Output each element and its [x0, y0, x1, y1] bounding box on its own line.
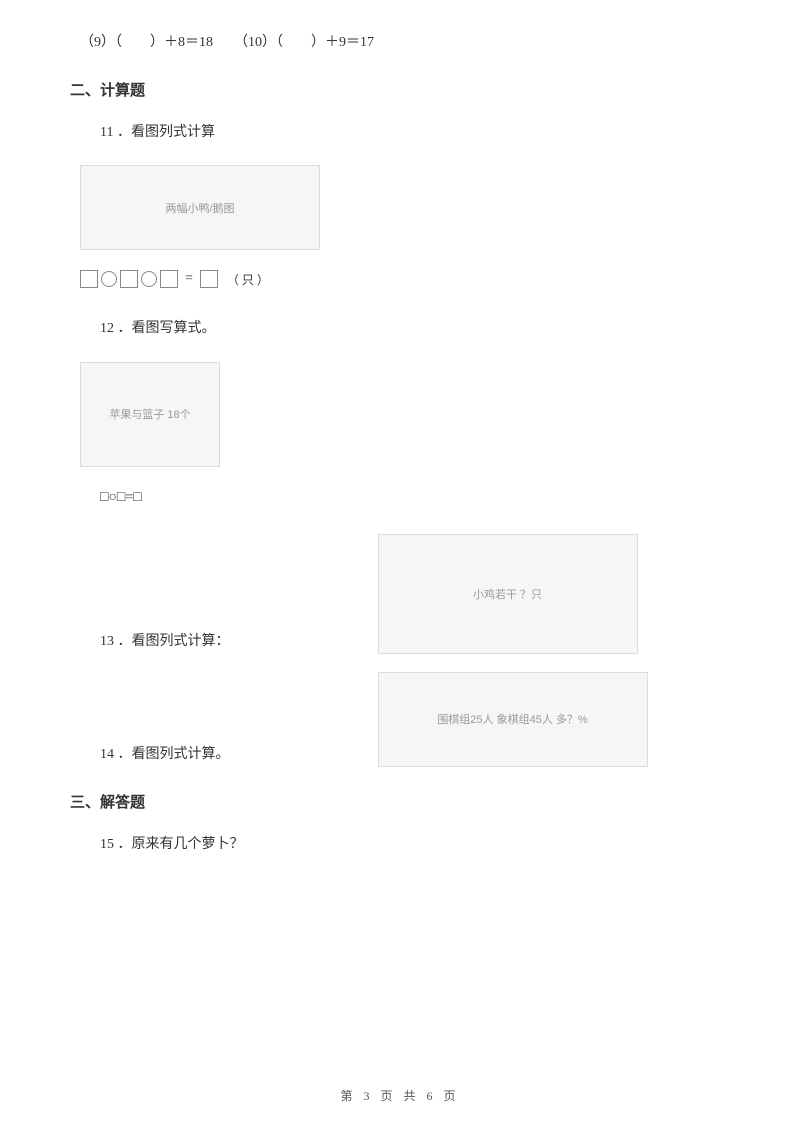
circle-icon — [141, 271, 157, 287]
box-icon — [200, 270, 218, 288]
box-icon — [80, 270, 98, 288]
question-15: 15 ．原来有几个萝卜？ — [100, 832, 730, 857]
unit-label: （只） — [227, 271, 272, 288]
question-14: 14 ．看图列式计算。 — [100, 743, 230, 767]
question-12: 12 ．看图写算式。 — [100, 316, 730, 341]
page-footer: 第 3 页 共 6 页 — [0, 1087, 800, 1104]
section-2-title: 二、计算题 — [70, 79, 730, 100]
figure-11-image: 两幅小鸭/鹅图 — [80, 165, 320, 250]
figure-13-image: 小鸡若干 ？只 — [378, 534, 638, 654]
box-icon — [120, 270, 138, 288]
figure-14-image: 围棋组25人 象棋组45人 多？% — [378, 672, 648, 767]
question-13: 13 ．看图列式计算： — [100, 630, 230, 654]
box-icon — [160, 270, 178, 288]
circle-icon — [101, 271, 117, 287]
question-12-equation: □○□=□ — [100, 485, 730, 510]
question-14-row: 14 ．看图列式计算。 围棋组25人 象棋组45人 多？% — [70, 672, 730, 767]
question-11-equation: = （只） — [80, 270, 730, 288]
question-13-row: 13 ．看图列式计算： 小鸡若干 ？只 — [70, 534, 730, 654]
question-9-10: （9）（ ）＋8＝18 （10）（ ）＋9＝17 — [80, 30, 730, 55]
figure-12-image: 苹果与篮子 18个 — [80, 362, 220, 467]
section-3-title: 三、解答题 — [70, 791, 730, 812]
equals-text: = — [185, 271, 193, 287]
question-11: 11 ．看图列式计算 — [100, 120, 730, 145]
